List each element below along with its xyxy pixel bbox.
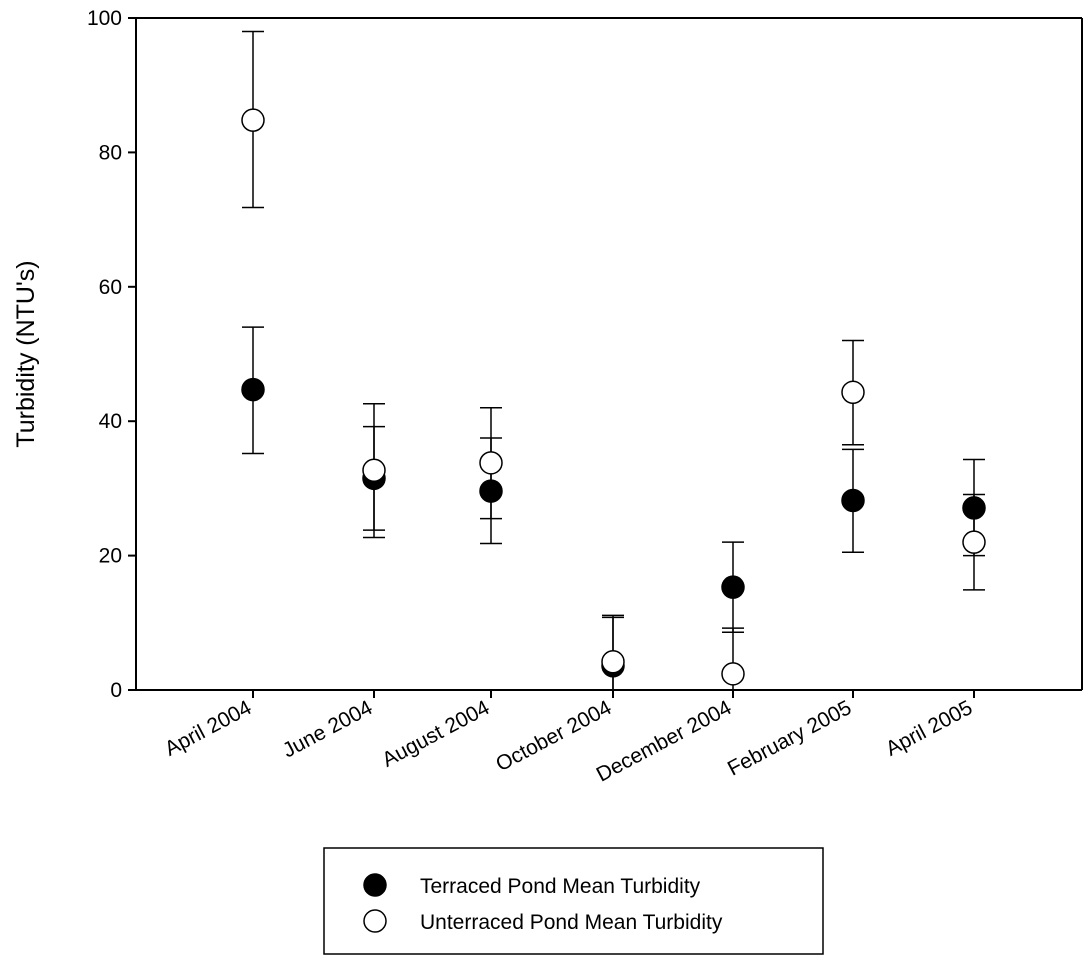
terraced-point — [241, 377, 265, 402]
y-tick-label: 100 — [87, 7, 122, 30]
data-points — [241, 108, 986, 686]
unterraced-point — [362, 458, 386, 483]
y-ticks: 0 20 40 60 80 100 — [87, 7, 136, 702]
legend-label-unterraced: Unterraced Pond Mean Turbidity — [420, 911, 723, 934]
unterraced-point — [601, 650, 625, 674]
error-bars — [242, 30, 985, 690]
x-tick-label: April 2004 — [161, 696, 256, 761]
terraced-point — [721, 575, 745, 599]
x-tick-label: February 2005 — [724, 696, 855, 780]
terraced-point — [479, 479, 503, 503]
unterraced-point — [841, 380, 865, 405]
unterraced-point — [479, 451, 503, 475]
y-tick-label: 0 — [110, 679, 122, 702]
x-tick-label: April 2005 — [882, 696, 976, 761]
x-tick-label: December 2004 — [593, 696, 736, 787]
y-tick-label: 60 — [99, 276, 122, 299]
y-axis-title: Turbidity (NTU's) — [12, 260, 40, 447]
unterraced-point — [962, 530, 986, 554]
x-tick-label: June 2004 — [279, 696, 377, 763]
terraced-point — [962, 496, 986, 520]
legend: Terraced Pond Mean Turbidity Unterraced … — [323, 847, 824, 955]
unterraced-point — [241, 108, 265, 132]
x-tick-label: August 2004 — [378, 696, 493, 772]
legend-marker-unterraced — [363, 909, 387, 933]
legend-marker-terraced — [363, 873, 387, 897]
y-tick-label: 20 — [99, 545, 122, 568]
legend-box — [323, 847, 824, 955]
y-tick-label: 40 — [99, 410, 122, 433]
terraced-point — [841, 488, 865, 513]
y-tick-label: 80 — [99, 141, 122, 164]
unterraced-point — [721, 662, 745, 686]
legend-label-terraced: Terraced Pond Mean Turbidity — [420, 875, 701, 898]
